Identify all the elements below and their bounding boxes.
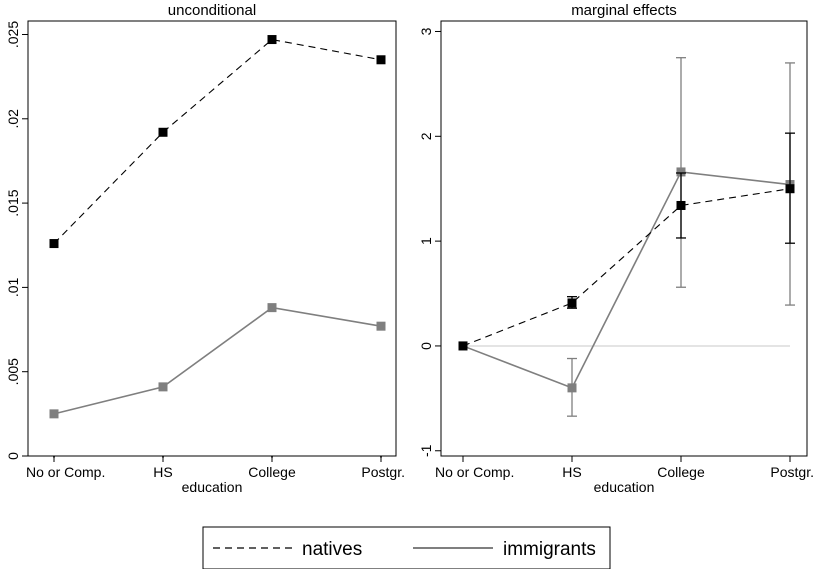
x-tick-label: Postgr. — [361, 464, 405, 480]
immigrants-marker — [158, 382, 168, 392]
zero-dot — [53, 456, 55, 458]
y-tick-label: 0 — [418, 342, 434, 350]
legend: natives immigrants — [202, 526, 611, 569]
panel-unconditional: unconditional 0 .005 .01 .015 .02 .025 No or Co… — [5, 2, 405, 495]
y-tick-label: .025 — [5, 21, 21, 48]
immigrants-line — [53, 306, 382, 415]
x-tick-label: College — [248, 464, 296, 480]
immigrants-marker — [49, 409, 59, 419]
immigrants-marker — [567, 383, 577, 393]
x-tick-label: HS — [153, 464, 172, 480]
natives-line — [462, 188, 791, 347]
y-tick-label: 0 — [5, 452, 21, 460]
natives-line — [53, 38, 382, 244]
natives-marker — [676, 200, 686, 210]
panel-marginal-effects: marginal effects -1 0 1 2 3 No or Comp. HS Colle… — [418, 2, 814, 495]
panel-title: marginal effects — [571, 2, 677, 19]
x-axis-title: education — [182, 479, 243, 495]
legend-immigrants-label: immigrants — [503, 539, 596, 560]
y-tick-label: .01 — [5, 277, 21, 297]
y-tick-label: .02 — [5, 109, 21, 129]
natives-marker — [267, 35, 277, 45]
plot-frame — [27, 20, 397, 457]
immigrants-marker — [676, 167, 686, 177]
y-tick-label: .005 — [5, 358, 21, 385]
immigrants-marker — [376, 321, 386, 331]
zero-dot — [271, 456, 273, 458]
immigrants-line — [462, 171, 791, 389]
y-tick-label: 3 — [418, 27, 434, 35]
legend-natives-label: natives — [302, 539, 362, 560]
panel-title: unconditional — [168, 2, 256, 19]
x-tick-label: No or Comp. — [435, 464, 514, 480]
zero-dot — [380, 456, 382, 458]
y-tick-label: 1 — [418, 237, 434, 245]
natives-marker — [785, 184, 795, 194]
y-tick-label: 2 — [418, 132, 434, 140]
zero-dot — [162, 456, 164, 458]
natives-marker — [376, 55, 386, 65]
x-tick-label: No or Comp. — [26, 464, 105, 480]
x-tick-label: HS — [562, 464, 581, 480]
y-tick-label: .015 — [5, 189, 21, 216]
immigrants-marker — [267, 303, 277, 313]
y-tick-label: -1 — [418, 444, 434, 457]
x-axis-title: education — [594, 479, 655, 495]
natives-marker — [49, 239, 59, 249]
x-tick-label: College — [657, 464, 705, 480]
natives-marker — [567, 298, 577, 308]
natives-marker — [458, 341, 468, 351]
plot-frame — [440, 20, 808, 457]
legend-box — [202, 526, 611, 569]
natives-marker — [158, 127, 168, 137]
x-tick-label: Postgr. — [770, 464, 814, 480]
